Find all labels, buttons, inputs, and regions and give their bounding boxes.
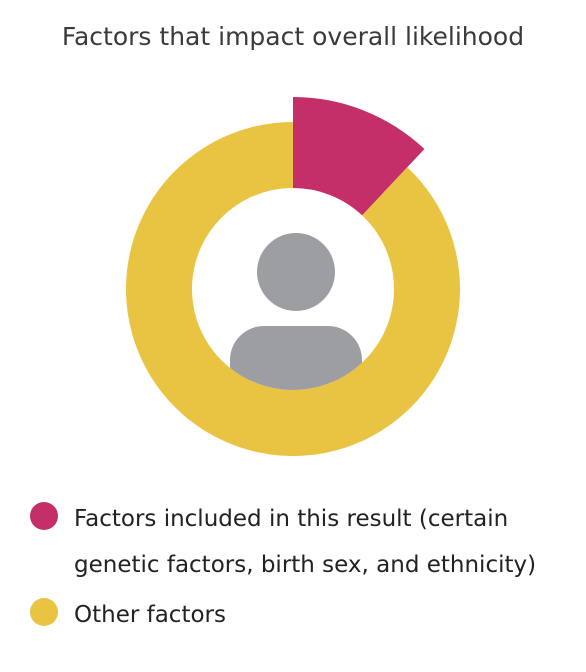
legend: Factors included in this result (certain… — [30, 496, 580, 642]
icon-head — [257, 233, 335, 311]
slice — [126, 122, 461, 456]
legend-item: Factors included in this result (certain… — [30, 496, 580, 588]
legend-label: Factors included in this result (certain… — [74, 506, 537, 578]
legend-label: Other factors — [74, 602, 226, 628]
legend-item: Other factors — [30, 592, 580, 638]
icon-body — [230, 326, 362, 390]
chart — [126, 97, 461, 456]
legend-swatch — [30, 598, 58, 626]
person-icon — [230, 233, 362, 390]
legend-swatch — [30, 502, 58, 530]
slices — [126, 97, 461, 456]
slice — [293, 97, 425, 216]
chart-title: Factors that impact overall likelihood — [61, 22, 525, 51]
